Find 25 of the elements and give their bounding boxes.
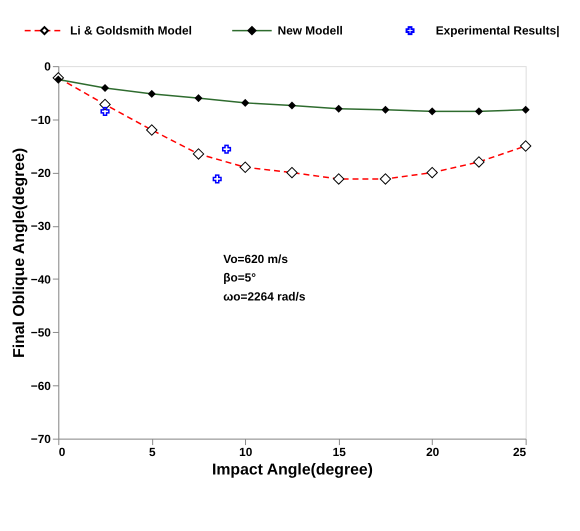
- legend-label: Li & Goldsmith Model: [70, 24, 192, 38]
- y-tick-label: −60: [30, 378, 52, 393]
- y-tick-label: −20: [30, 166, 52, 180]
- x-tick-label: 10: [239, 444, 253, 459]
- y-tick-label: 0: [44, 60, 52, 74]
- x-tick-label: 15: [332, 444, 346, 459]
- annotation: ωo=2264 rad/s: [223, 289, 306, 304]
- y-axis-title: Final Oblique Angle(degree): [10, 148, 28, 358]
- annotation: Vo=620 m/s: [223, 252, 288, 266]
- x-tick-label: 25: [512, 444, 527, 459]
- point: [100, 106, 110, 116]
- y-tick-label: −70: [30, 432, 52, 446]
- y-tick-label: −40: [30, 272, 52, 286]
- x-axis-title: Impact Angle(degree): [212, 462, 373, 479]
- x-tick-label: 5: [148, 444, 156, 459]
- annotation: βo=5°: [223, 270, 256, 285]
- x-tick-label: 0: [58, 444, 66, 459]
- y-tick-label: −50: [30, 326, 52, 340]
- y-tick-label: −30: [30, 219, 52, 234]
- x-tick-label: 20: [426, 444, 440, 459]
- legend-label: New Modell: [278, 24, 343, 38]
- legend-label: Experimental Results|: [436, 24, 560, 38]
- point: [222, 144, 232, 154]
- y-tick-label: −10: [30, 112, 52, 127]
- point: [212, 174, 222, 184]
